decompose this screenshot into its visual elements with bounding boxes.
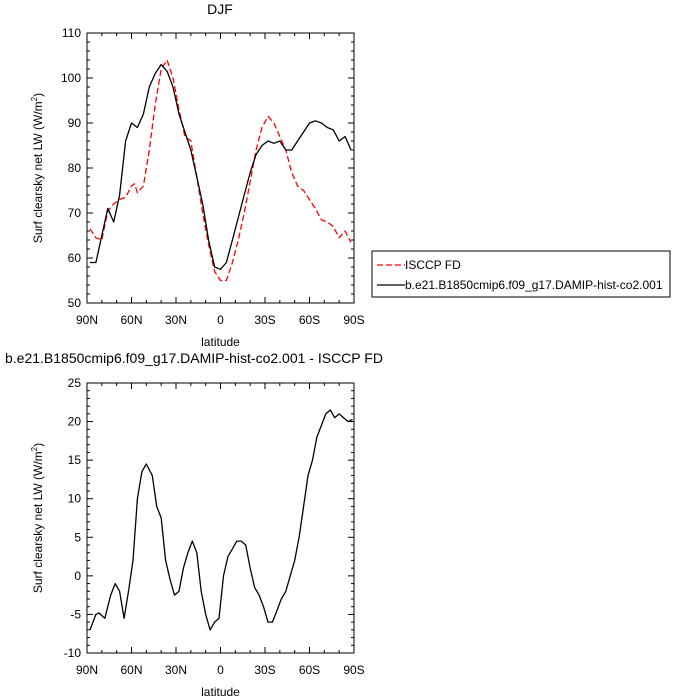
x-tick-label: 30N	[165, 663, 187, 677]
x-tick-label: 90N	[76, 663, 98, 677]
x-tick-label: 0	[217, 313, 224, 327]
y-tick-label: 0	[74, 569, 81, 583]
y-tick-label: 70	[68, 206, 82, 220]
y-tick-label: -5	[70, 607, 81, 621]
x-tick-label: 90S	[343, 313, 364, 327]
y-tick-label: 80	[68, 161, 82, 175]
y-tick-label: 100	[61, 71, 81, 85]
y-tick-label: 5	[74, 530, 81, 544]
y-tick-label: 20	[68, 415, 82, 429]
x-tick-label: 30N	[165, 313, 187, 327]
x-tick-label: 30S	[254, 663, 275, 677]
chart-title: b.e21.B1850cmip6.f09_g17.DAMIP-hist-co2.…	[5, 350, 383, 366]
x-tick-label: 90N	[76, 313, 98, 327]
plot-frame	[86, 382, 355, 654]
x-tick-label: 30S	[254, 313, 275, 327]
y-tick-label: 10	[68, 492, 82, 506]
y-tick-label: 60	[68, 251, 82, 265]
x-tick-label: 60S	[299, 313, 320, 327]
legend-label: b.e21.B1850cmip6.f09_g17.DAMIP-hist-co2.…	[405, 278, 663, 292]
legend-label: ISCCP FD	[405, 258, 461, 272]
x-tick-label: 60N	[120, 313, 142, 327]
x-axis-label: latitude	[201, 685, 240, 699]
chart-title: DJF	[207, 1, 233, 17]
series-line-2	[90, 63, 352, 270]
plot-frame	[86, 32, 355, 304]
x-tick-label: 90S	[343, 663, 364, 677]
y-tick-label: 25	[68, 376, 82, 390]
legend: ISCCP FD b.e21.B1850cmip6.f09_g17.DAMIP-h…	[371, 250, 671, 298]
y-tick-label: 15	[68, 453, 82, 467]
legend-box	[371, 250, 671, 298]
x-tick-label: 60S	[299, 663, 320, 677]
series-line-1	[89, 409, 353, 631]
x-tick-label: 0	[217, 663, 224, 677]
y-tick-label: -10	[64, 646, 82, 660]
x-tick-label: 60N	[120, 663, 142, 677]
chart-1: DJF 50 60 70 80 90 100 110 90N 60N 30N 0 30S 60S 90S la…	[30, 1, 671, 349]
series-line-1	[89, 59, 352, 282]
y-tick-label: 90	[68, 116, 82, 130]
x-axis-label: latitude	[201, 335, 240, 349]
chart-2: b.e21.B1850cmip6.f09_g17.DAMIP-hist-co2.…	[5, 350, 383, 699]
y-axis-label: Surf clearsky net LW (W/m2)	[30, 443, 45, 593]
y-tick-label: 110	[62, 26, 81, 40]
y-tick-label: 50	[68, 296, 82, 310]
y-axis-label: Surf clearsky net LW (W/m2)	[30, 93, 45, 243]
